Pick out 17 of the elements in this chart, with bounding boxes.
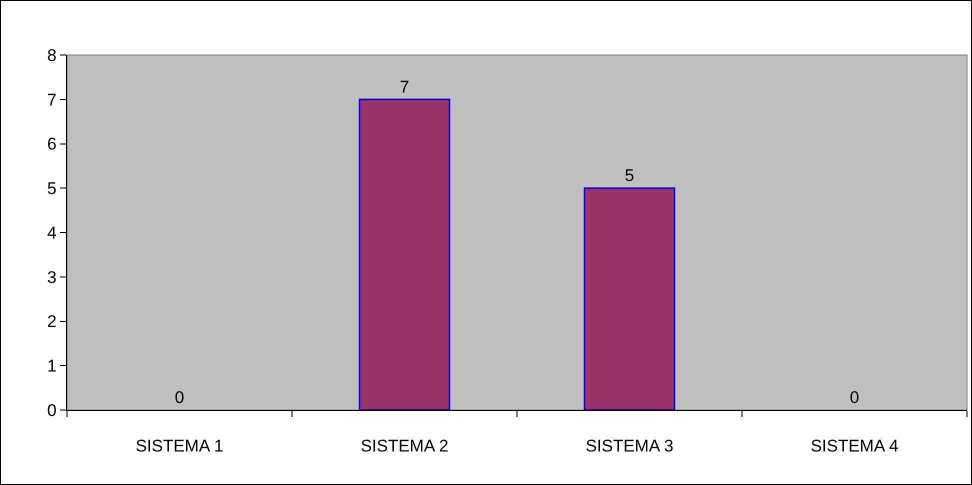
y-tick-label: 8	[47, 46, 57, 65]
data-label: 0	[850, 388, 860, 407]
data-label: 7	[400, 77, 410, 96]
data-label: 0	[174, 388, 184, 407]
y-tick-label: 1	[47, 356, 57, 376]
y-tick-label: 3	[47, 268, 57, 287]
x-tick-label: SISTEMA 3	[586, 436, 674, 456]
y-tick-label: 0	[47, 400, 57, 420]
y-tick-label: 4	[47, 223, 57, 242]
y-tick-label: 7	[47, 90, 57, 110]
data-label: 5	[624, 166, 634, 186]
x-tick-label: SISTEMA 1	[136, 436, 224, 456]
y-tick-label: 2	[47, 312, 57, 332]
x-tick-label: SISTEMA 2	[360, 436, 448, 456]
x-tick-label: SISTEMA 4	[810, 436, 898, 456]
y-tick-label: 6	[47, 134, 57, 154]
y-tick-label: 5	[47, 179, 57, 198]
